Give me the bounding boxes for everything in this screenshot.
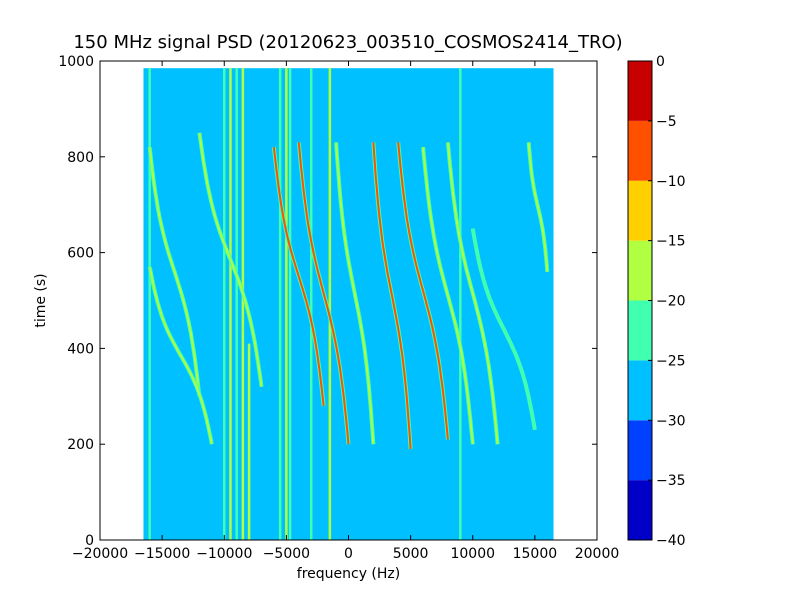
y-tick-label: 400	[67, 341, 94, 357]
y-tick-label: 0	[85, 533, 94, 549]
plot-axes: −20000 −15000 −10000 −5000 0 5000 10000 15000 20…	[58, 54, 619, 562]
doppler-trace-10	[470, 228, 537, 431]
doppler-trace-7	[396, 142, 450, 440]
colorbar-band	[628, 480, 652, 540]
y-tick-label: 800	[67, 150, 94, 166]
colorbar-tick-label: −25	[656, 353, 686, 369]
doppler-trace-4	[296, 142, 351, 445]
x-tick-label: 0	[344, 546, 353, 562]
y-tick-label: 200	[67, 437, 94, 453]
y-axis-label: time (s)	[33, 273, 49, 327]
doppler-trace-6	[371, 142, 413, 450]
y-tick-label: 600	[67, 246, 94, 262]
doppler-trace-core	[148, 147, 201, 397]
colorbar-tick-label: 0	[656, 54, 665, 70]
colorbar-tick-label: −35	[656, 473, 686, 489]
colorbar-tick-label: −40	[656, 533, 686, 549]
x-axis-label: frequency (Hz)	[297, 566, 400, 582]
doppler-trace-core	[422, 147, 474, 445]
doppler-trace-5	[334, 142, 376, 445]
doppler-trace-core	[446, 142, 499, 445]
x-tick-label: 15000	[513, 546, 558, 562]
colorbar-band	[628, 120, 652, 181]
x-tick-label: −15000	[134, 546, 190, 562]
heatmap-background	[143, 68, 554, 540]
doppler-trace-core	[527, 142, 549, 272]
doppler-trace-core	[471, 228, 536, 430]
doppler-trace-1	[147, 266, 214, 445]
colorbar-tick-label: −15	[656, 234, 686, 250]
doppler-trace-8	[421, 147, 475, 445]
doppler-trace-core	[297, 142, 350, 445]
x-tick-label: 5000	[393, 546, 429, 562]
doppler-trace-core	[148, 266, 213, 445]
doppler-trace-3	[271, 146, 326, 407]
y-tick-label: 1000	[58, 54, 94, 70]
doppler-trace-9	[445, 142, 500, 445]
colorbar-band	[628, 240, 652, 301]
doppler-trace-core	[335, 142, 375, 445]
doppler-trace-core	[397, 142, 449, 440]
colorbar-band	[628, 300, 652, 361]
colorbar-band	[628, 360, 652, 421]
colorbar-tick-label: −5	[656, 114, 677, 130]
x-tick-label: −20000	[72, 546, 128, 562]
doppler-trace-2	[197, 132, 264, 387]
doppler-trace-core	[372, 142, 412, 450]
x-tick-label: −5000	[263, 546, 310, 562]
colorbar: 0 −5 −10 −15 −20 −25 −30 −35 −40	[627, 54, 686, 549]
colorbar-band	[628, 61, 652, 121]
colorbar-band	[628, 180, 652, 241]
chart-title: 150 MHz signal PSD (20120623_003510_COSM…	[73, 32, 622, 53]
colorbar-tick-label: −10	[656, 174, 686, 190]
doppler-trace-core	[198, 132, 263, 387]
doppler-trace-core	[272, 147, 325, 406]
colorbar-tick-label: −20	[656, 294, 686, 310]
heatmap-data	[143, 68, 554, 540]
doppler-trace-0	[147, 146, 202, 397]
colorbar-band	[628, 420, 652, 481]
colorbar-tick-label: −30	[656, 413, 686, 429]
x-tick-label: −10000	[196, 546, 252, 562]
x-tick-label: 20000	[575, 546, 620, 562]
x-tick-label: 10000	[450, 546, 495, 562]
doppler-trace-11	[526, 142, 550, 272]
